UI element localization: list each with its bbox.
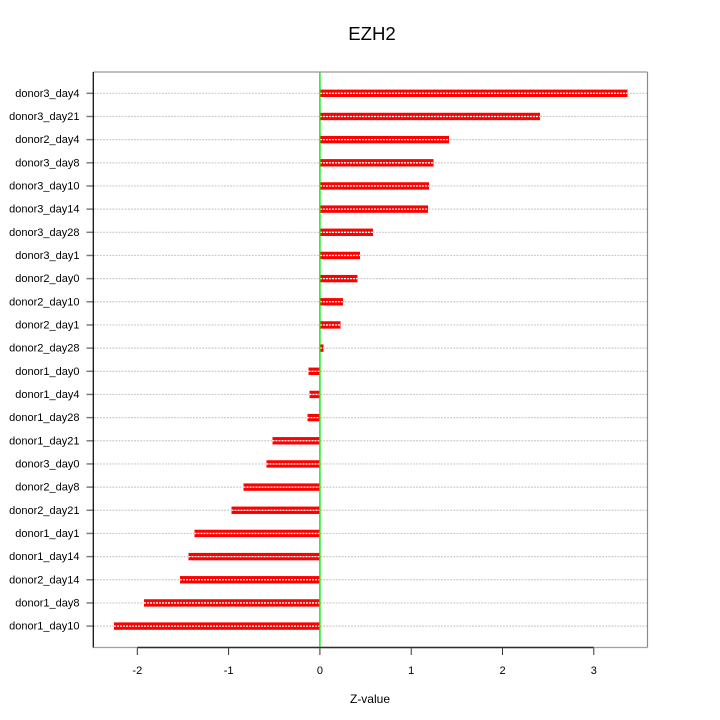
svg-text:donor2_day10: donor2_day10	[9, 296, 79, 308]
svg-text:donor2_day14: donor2_day14	[9, 574, 79, 586]
svg-text:donor2_day4: donor2_day4	[15, 134, 79, 146]
svg-text:donor1_day28: donor1_day28	[9, 412, 79, 424]
svg-text:-1: -1	[224, 665, 234, 677]
svg-text:donor2_day28: donor2_day28	[9, 343, 79, 355]
svg-text:donor3_day28: donor3_day28	[9, 227, 79, 239]
svg-text:donor3_day4: donor3_day4	[15, 88, 79, 100]
svg-text:3: 3	[591, 665, 597, 677]
svg-text:EZH2: EZH2	[348, 23, 396, 44]
svg-text:Z-value: Z-value	[350, 692, 390, 706]
svg-text:donor1_day10: donor1_day10	[9, 621, 79, 633]
svg-text:donor1_day1: donor1_day1	[15, 528, 79, 540]
svg-text:donor2_day1: donor2_day1	[15, 320, 79, 332]
svg-text:1: 1	[408, 665, 414, 677]
svg-text:donor3_day21: donor3_day21	[9, 111, 79, 123]
svg-text:-2: -2	[132, 665, 142, 677]
svg-text:donor3_day0: donor3_day0	[15, 459, 79, 471]
svg-text:donor1_day14: donor1_day14	[9, 551, 79, 563]
svg-text:donor1_day0: donor1_day0	[15, 366, 79, 378]
svg-text:donor1_day21: donor1_day21	[9, 435, 79, 447]
svg-text:donor1_day4: donor1_day4	[15, 389, 79, 401]
svg-text:0: 0	[317, 665, 323, 677]
svg-text:donor2_day21: donor2_day21	[9, 505, 79, 517]
svg-text:donor2_day8: donor2_day8	[15, 482, 79, 494]
svg-text:donor3_day8: donor3_day8	[15, 157, 79, 169]
svg-text:donor1_day8: donor1_day8	[15, 598, 79, 610]
svg-text:donor3_day10: donor3_day10	[9, 181, 79, 193]
svg-text:2: 2	[499, 665, 505, 677]
svg-text:donor3_day1: donor3_day1	[15, 250, 79, 262]
svg-text:donor3_day14: donor3_day14	[9, 204, 79, 216]
svg-text:donor2_day0: donor2_day0	[15, 273, 79, 285]
